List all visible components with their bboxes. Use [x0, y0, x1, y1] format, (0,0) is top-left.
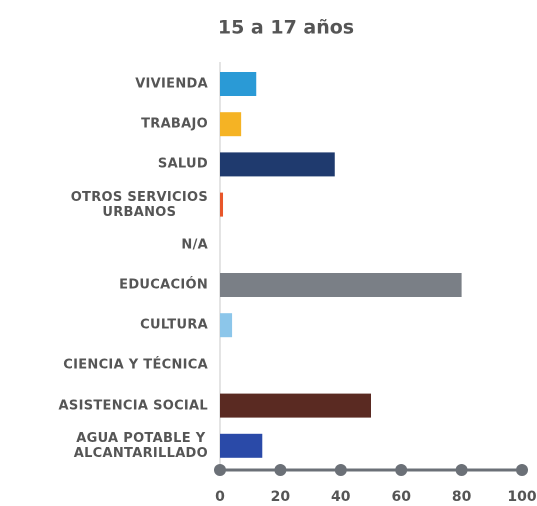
- x-tick: [395, 464, 408, 476]
- bar: [220, 72, 257, 96]
- x-tick-label: 100: [507, 489, 536, 505]
- y-tick-label: N/A: [181, 237, 208, 253]
- x-tick: [455, 464, 468, 476]
- x-tick: [274, 464, 287, 476]
- x-tick: [516, 464, 528, 476]
- bar: [220, 112, 242, 137]
- x-tick-label: 80: [452, 489, 472, 505]
- y-tick-label: EDUCACIÓN: [119, 277, 208, 293]
- x-tick-label: 60: [391, 489, 411, 505]
- y-tick-label: OTROS SERVICIOS URBANOS: [70, 189, 208, 220]
- x-tick-label: 40: [331, 489, 351, 505]
- y-tick-label: TRABAJO: [141, 116, 208, 132]
- x-tick: [214, 464, 226, 476]
- y-tick-label: ASISTENCIA SOCIAL: [58, 398, 208, 414]
- bar: [220, 313, 233, 338]
- y-tick-label: AGUA POTABLE Y ALCANTARILLADO: [73, 430, 208, 461]
- y-tick-label: SALUD: [157, 156, 208, 172]
- y-tick-label: CIENCIA Y TÉCNICA: [63, 357, 208, 373]
- bar: [220, 192, 224, 217]
- bar: [220, 152, 335, 177]
- x-tick-label: 20: [271, 489, 291, 505]
- bar: [220, 393, 371, 418]
- x-tick: [334, 464, 347, 476]
- y-tick-label: VIVIENDA: [135, 76, 208, 92]
- bar: [220, 433, 263, 458]
- bar: [220, 273, 462, 297]
- chart-title: 15 a 17 años: [218, 17, 354, 39]
- y-tick-label: CULTURA: [140, 317, 208, 333]
- x-tick-label: 0: [215, 489, 225, 505]
